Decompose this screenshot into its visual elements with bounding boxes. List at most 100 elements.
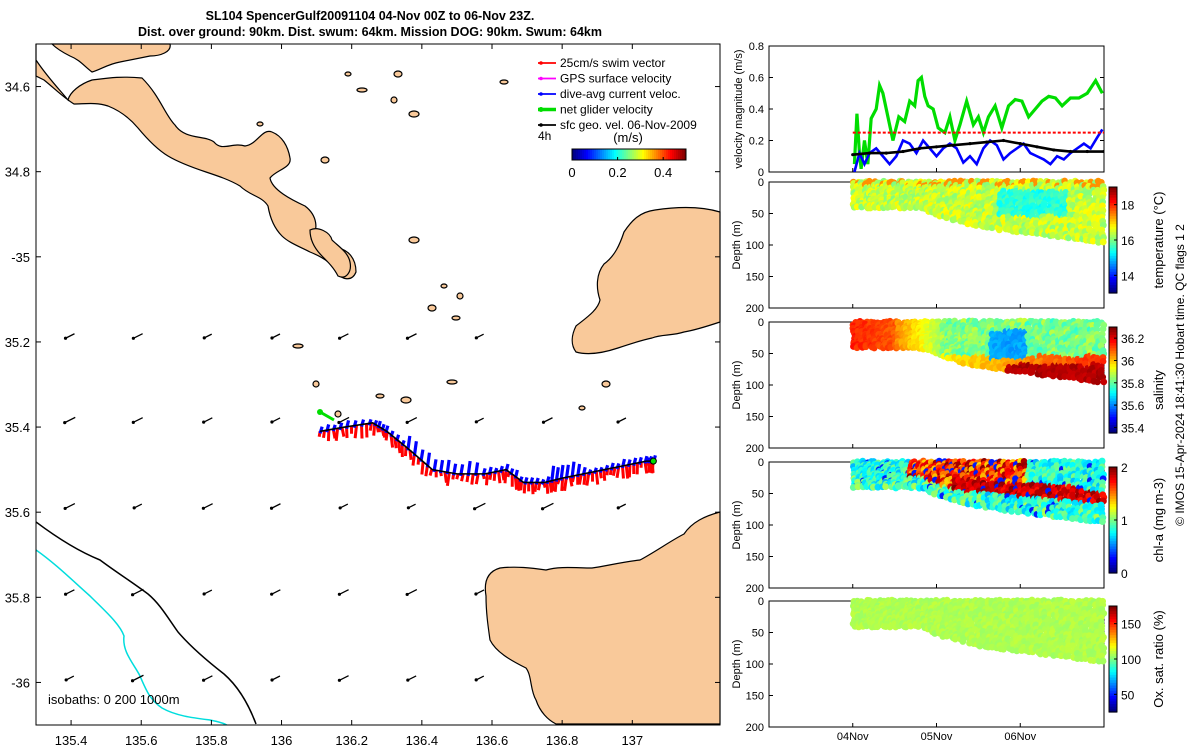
section-sample — [988, 224, 996, 232]
section-colorbar-cell — [1109, 632, 1117, 636]
section-sample — [943, 214, 950, 222]
map-colorbar-cell — [676, 149, 679, 160]
section-colorbar-cell — [1109, 477, 1117, 481]
swim-vector — [585, 472, 591, 486]
map-colorbar-cell — [610, 149, 613, 160]
geo-velocity-vector — [65, 589, 75, 595]
velocity-series-area — [851, 74, 1104, 172]
section-sample — [1033, 229, 1041, 237]
figure-title-line-1: SL104 SpencerGulf20091104 04-Nov 00Z to … — [205, 9, 535, 23]
geo-velocity-vector-head — [269, 506, 274, 510]
velocity-y-axis-label: velocity magnitude (m/s) — [733, 49, 745, 168]
geo-velocity-vector-head — [405, 336, 410, 340]
section-sample — [1077, 376, 1085, 384]
map-colorbar-cell — [662, 149, 665, 160]
section-colorbar-cell — [1109, 504, 1117, 508]
dive-avg-vector — [352, 420, 358, 429]
velocity-point — [867, 151, 872, 155]
velocity-point — [951, 143, 955, 147]
map-x-tick-label: 135.8 — [195, 733, 228, 748]
islet — [408, 110, 420, 118]
section-sample — [943, 632, 951, 640]
section-y-axis-label: Depth (m) — [731, 501, 743, 550]
section-colorbar-cell — [1109, 398, 1117, 402]
section-colorbar-cell — [1109, 666, 1117, 671]
map-colorbar-cell — [592, 149, 595, 160]
section-y-tick-label: 50 — [752, 349, 764, 361]
section-colorbar-cell — [1109, 253, 1117, 257]
section-colorbar-cell — [1109, 501, 1117, 505]
section-y-tick-label: 100 — [746, 380, 764, 392]
map-colorbar-cell — [606, 149, 609, 160]
dive-avg-vector — [545, 476, 551, 485]
section-colorbar-cell — [1109, 640, 1117, 644]
map-colorbar-label: (m/s) — [613, 130, 643, 145]
section-colorbar-cell — [1109, 488, 1117, 492]
geo-velocity-vector-head — [405, 420, 409, 425]
section-colorbar-cell — [1109, 237, 1117, 241]
section-colorbar-cell — [1109, 271, 1117, 276]
section-y-tick-label: 0 — [758, 457, 764, 469]
map-colorbar-cell — [588, 149, 591, 160]
section-colorbar-cell — [1109, 393, 1117, 397]
geo-velocity-vector-head — [270, 420, 274, 424]
section-colorbar-cell — [1109, 538, 1117, 542]
section-colorbar-cell — [1109, 387, 1117, 392]
map-colorbar-cell — [602, 149, 605, 160]
velocity-point — [985, 140, 989, 144]
section-colorbar-cell — [1109, 637, 1117, 642]
section-sample — [959, 638, 967, 645]
section-colorbar-label: chl-a (mg m-3) — [1151, 478, 1166, 563]
islet — [601, 380, 611, 388]
map-colorbar-cell — [638, 149, 641, 160]
islet — [256, 121, 264, 127]
section-sample — [1098, 457, 1106, 465]
section-colorbar-cell — [1109, 559, 1117, 563]
map-plot-area — [36, 70, 657, 725]
velocity-series-line — [852, 139, 1104, 156]
section-sample — [1065, 234, 1072, 242]
section-colorbar-cell — [1109, 411, 1117, 416]
section-colorbar-cell — [1109, 469, 1117, 473]
geo-velocity-vector — [271, 589, 281, 595]
velocity-point — [918, 146, 922, 150]
section-y-tick-label: 150 — [746, 412, 764, 424]
section-colorbar-cell — [1109, 682, 1117, 687]
section-sample — [1021, 367, 1029, 375]
swim-vector — [368, 422, 373, 431]
land-island — [309, 228, 351, 278]
land-fleurieu-peninsula — [484, 511, 721, 725]
map-colorbar-cell — [652, 149, 655, 160]
figure-title-line-2: Dist. over ground: 90km. Dist. swum: 64k… — [137, 25, 602, 39]
geo-velocity-vector-head — [63, 421, 67, 425]
section-sample — [873, 623, 881, 631]
section-colorbar-cell — [1109, 482, 1117, 487]
geo-velocity-vector-head — [130, 593, 135, 597]
geo-velocity-vector — [407, 333, 417, 339]
section-y-tick-label: 0 — [758, 177, 764, 189]
land-upper-coast — [50, 43, 171, 73]
map-colorbar — [571, 148, 687, 161]
section-y-tick-label: 100 — [746, 240, 764, 252]
map-colorbar-cell — [680, 149, 683, 160]
islet — [408, 236, 420, 244]
swim-vector — [420, 461, 425, 475]
section-colorbar-cell — [1109, 653, 1117, 657]
section-colorbar-cell — [1109, 369, 1117, 373]
geo-velocity-vector-head — [64, 592, 68, 596]
islet — [334, 410, 342, 418]
islet — [390, 96, 398, 104]
section-colorbar-cell — [1109, 474, 1117, 479]
section-y-axis-label: Depth (m) — [731, 221, 743, 270]
section-colorbar-cell — [1109, 496, 1117, 500]
section-colorbar-cell — [1109, 234, 1117, 238]
section-colorbar-cell — [1109, 221, 1117, 225]
section-colorbar-cell — [1109, 277, 1117, 281]
section-colorbar-cell — [1109, 659, 1117, 663]
map-colorbar-cell — [630, 149, 633, 160]
map-colorbar-cell — [600, 149, 603, 160]
section-sample — [1098, 636, 1106, 644]
section-sample — [1028, 471, 1036, 479]
section-colorbar-cell — [1109, 377, 1117, 381]
section-sample — [1100, 378, 1108, 386]
